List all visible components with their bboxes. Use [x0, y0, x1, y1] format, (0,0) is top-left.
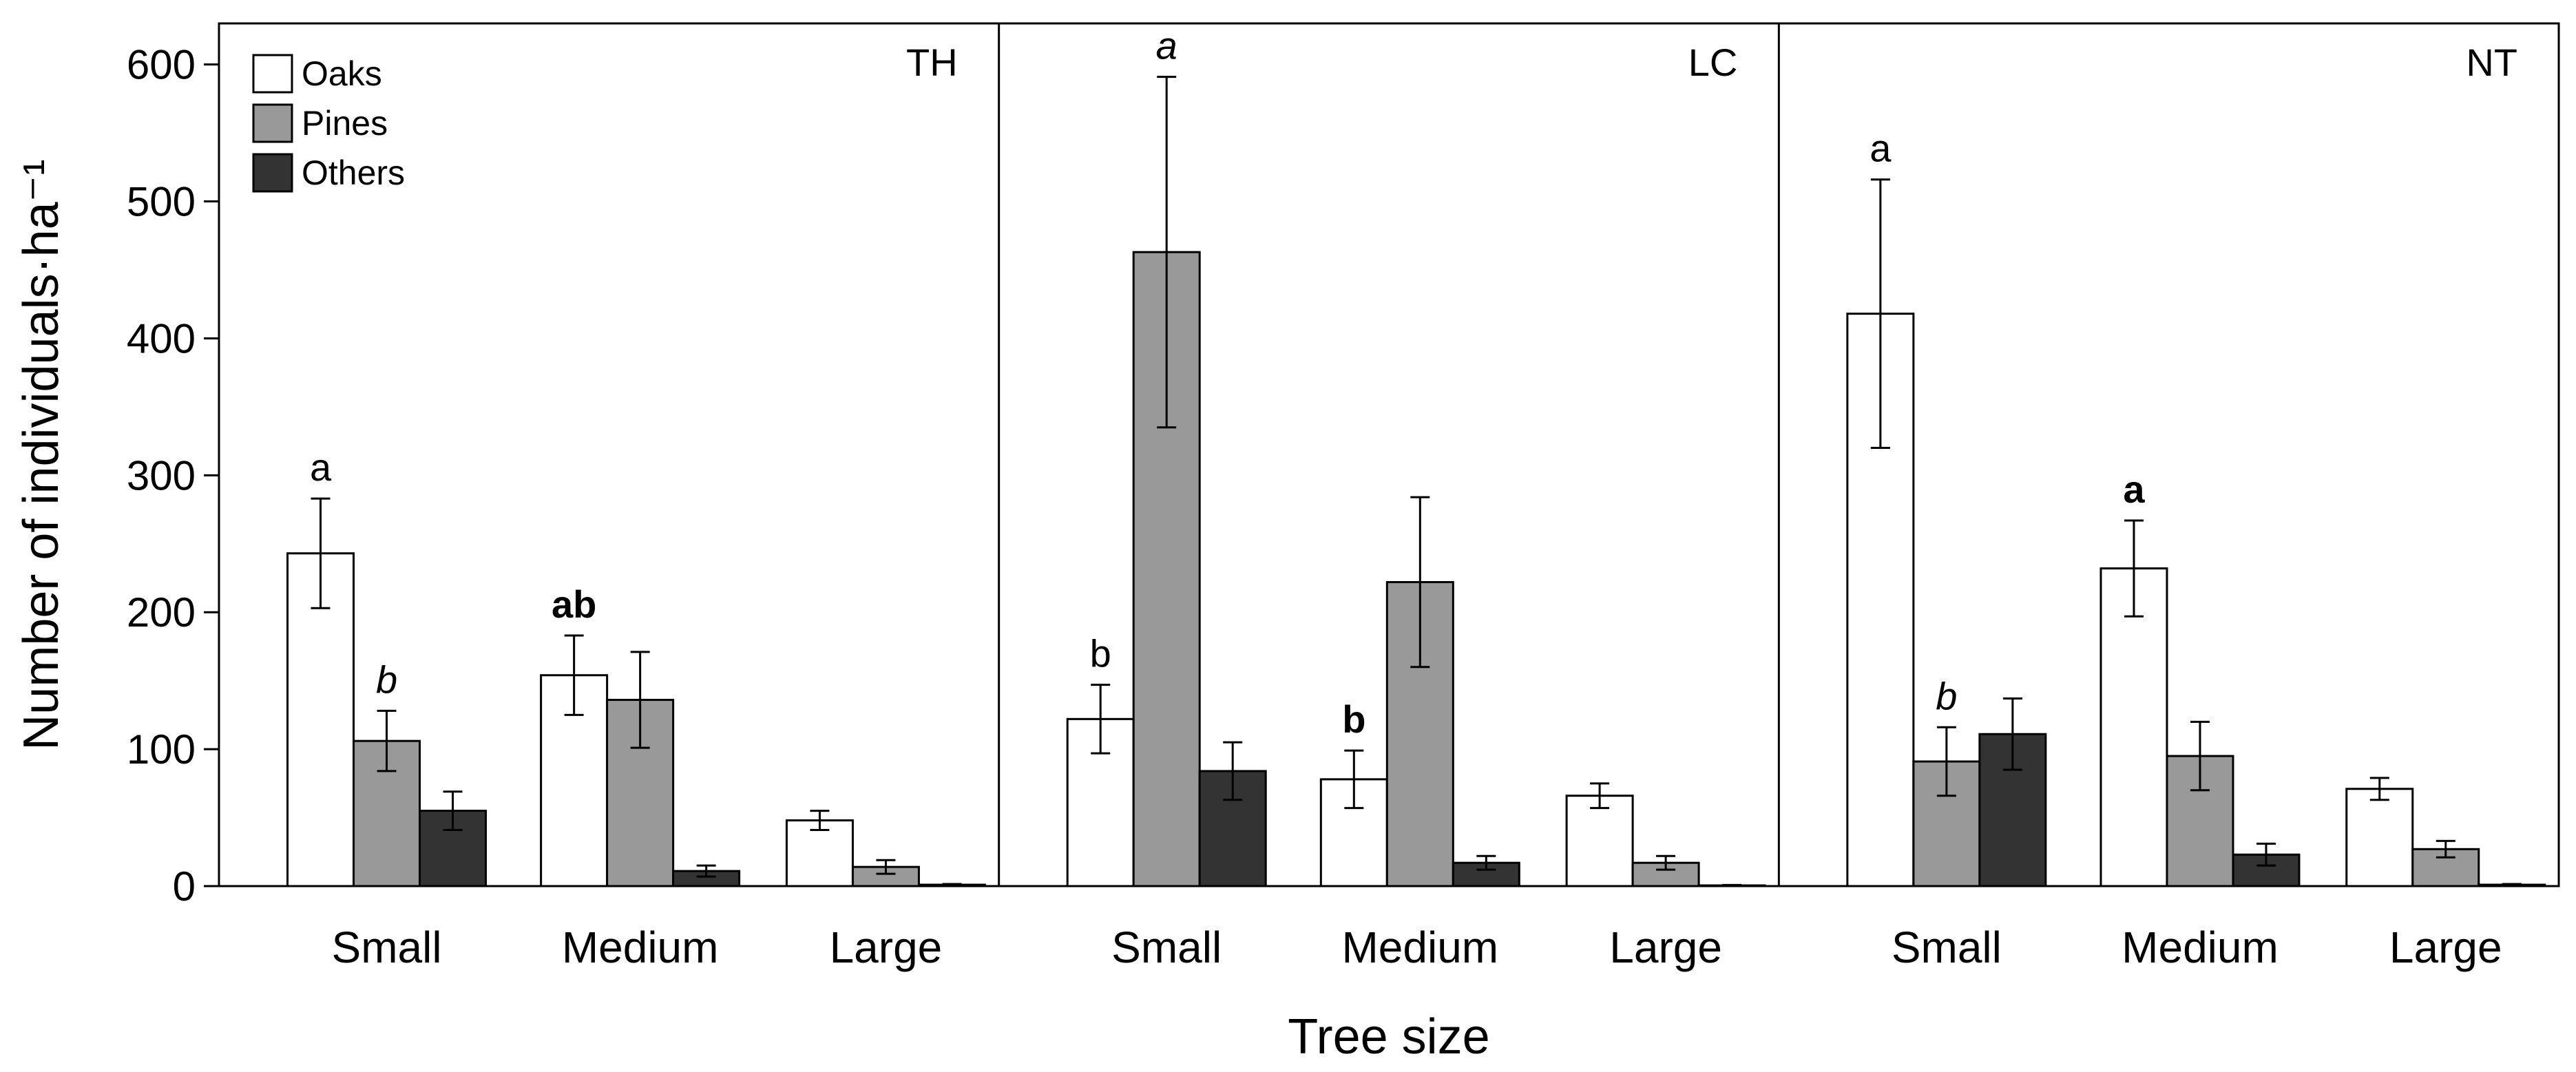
- y-tick-label: 100: [127, 726, 196, 773]
- bar-oaks-medium: [2099, 567, 2168, 887]
- y-tick-label: 600: [127, 42, 196, 88]
- significance-letter: b: [1090, 632, 1111, 675]
- x-category-label: Medium: [1341, 923, 1498, 972]
- x-category-label: Medium: [2122, 923, 2279, 972]
- bar-oaks-large: [1565, 795, 1634, 887]
- y-tick-label: 500: [127, 179, 196, 225]
- legend-label-pines: Pines: [302, 104, 388, 143]
- legend-swatch-oaks: [252, 54, 293, 94]
- x-axis-title: Tree size: [1288, 1009, 1489, 1064]
- legend-swatch-others: [252, 153, 293, 193]
- significance-letter: ab: [552, 582, 596, 626]
- significance-letter: b: [1342, 697, 1365, 741]
- bar-oaks-large: [785, 819, 854, 887]
- legend-swatch-pines: [252, 103, 293, 143]
- x-category-label: Large: [2389, 923, 2502, 972]
- significance-letter: a: [1156, 24, 1177, 67]
- bar-oaks-large: [2345, 788, 2414, 887]
- significance-letter: a: [310, 445, 332, 489]
- x-category-label: Small: [1892, 923, 2002, 972]
- significance-letter: b: [376, 658, 397, 701]
- x-category-label: Medium: [562, 923, 719, 972]
- panel-label-lc: LC: [1688, 41, 1738, 84]
- panel-label-th: TH: [906, 41, 958, 84]
- y-tick-label: 200: [127, 589, 196, 635]
- panel-label-nt: NT: [2466, 41, 2517, 84]
- y-tick-label: 300: [127, 452, 196, 498]
- significance-letter: a: [2123, 467, 2145, 511]
- x-category-label: Small: [1111, 923, 1222, 972]
- x-category-label: Large: [1609, 923, 1722, 972]
- y-axis-title: Number of individuals·ha⁻¹: [14, 159, 69, 750]
- y-tick-label: 400: [127, 315, 196, 361]
- legend-label-oaks: Oaks: [302, 54, 382, 93]
- significance-letter: a: [1870, 127, 1892, 170]
- y-tick-label: 0: [173, 863, 196, 910]
- x-category-label: Large: [830, 923, 943, 972]
- significance-letter: b: [1936, 674, 1957, 717]
- x-category-label: Small: [332, 923, 442, 972]
- legend-label-others: Others: [302, 154, 405, 192]
